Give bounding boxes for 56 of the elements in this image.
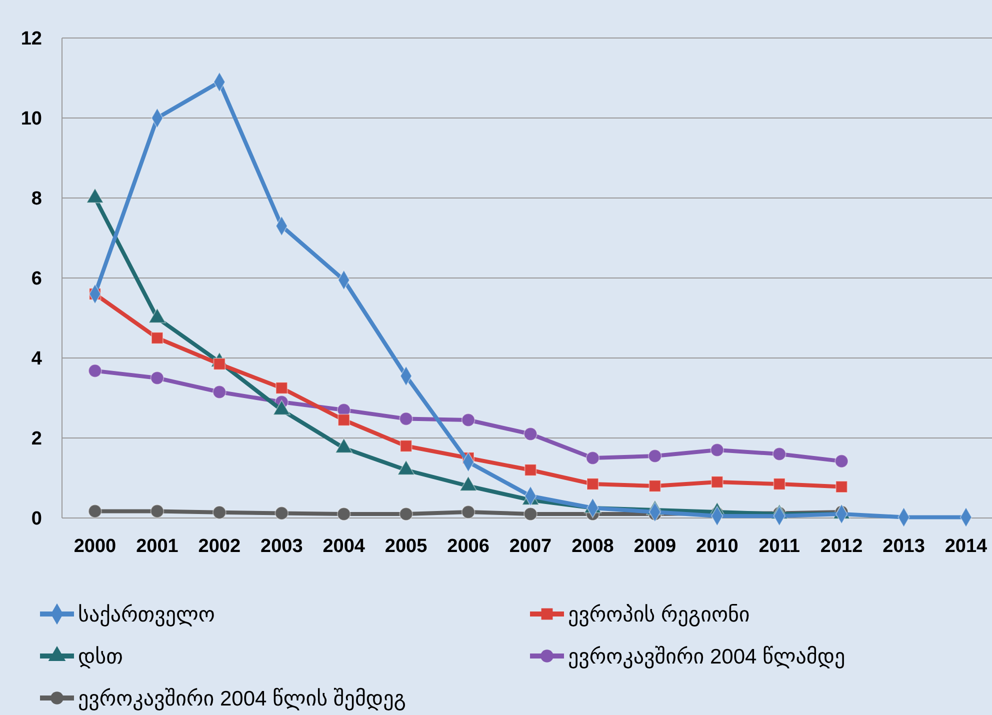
x-tick-label: 2011 <box>758 536 800 557</box>
point <box>88 364 102 378</box>
point <box>336 507 351 521</box>
point <box>648 480 662 492</box>
legend-label: საქართველო <box>78 603 215 626</box>
legend-label: ევროკავშირი 2004 წლამდე <box>568 645 846 668</box>
x-tick-label: 2001 <box>136 536 179 557</box>
x-tick-label: 2013 <box>882 536 925 557</box>
point <box>461 413 476 427</box>
y-tick-label: 8 <box>31 188 42 210</box>
point <box>773 478 786 490</box>
x-tick-label: 2012 <box>820 536 863 557</box>
point <box>835 480 848 493</box>
legend-label: ევროპის რეგიონი <box>568 603 750 626</box>
x-tick-label: 2008 <box>572 536 614 557</box>
x-tick-label: 2007 <box>509 536 552 557</box>
point <box>834 454 849 468</box>
x-tick-label: 2014 <box>944 536 988 557</box>
x-tick-label: 2010 <box>696 536 738 557</box>
x-tick-label: 2000 <box>74 536 116 557</box>
point <box>524 427 538 441</box>
point <box>150 504 164 518</box>
x-tick-label: 2004 <box>322 536 366 557</box>
point <box>274 506 289 520</box>
y-tick-label: 10 <box>20 108 42 130</box>
point <box>710 443 724 457</box>
point <box>151 332 164 344</box>
x-tick-label: 2005 <box>384 536 428 557</box>
point <box>710 476 724 488</box>
x-tick-label: 2003 <box>260 536 303 557</box>
y-tick-label: 12 <box>20 28 42 50</box>
point <box>399 412 414 426</box>
point <box>586 451 600 465</box>
x-tick-label: 2006 <box>447 536 490 557</box>
y-tick-label: 6 <box>31 268 42 290</box>
point <box>524 464 537 476</box>
y-tick-label: 2 <box>31 428 42 450</box>
point <box>461 505 476 519</box>
y-tick-label: 0 <box>31 508 42 530</box>
point <box>772 447 786 461</box>
point <box>212 505 226 520</box>
point <box>338 414 350 426</box>
point <box>400 440 412 452</box>
legend-label: დსთ <box>78 645 123 668</box>
point <box>275 382 288 394</box>
point <box>524 507 538 521</box>
y-tick-label: 4 <box>31 348 42 370</box>
point <box>212 385 226 399</box>
point <box>648 449 662 463</box>
point <box>88 504 102 518</box>
legend-label: ევროკავშირი 2004 წლის შემდეგ <box>78 687 406 710</box>
point <box>399 507 414 521</box>
point <box>586 478 599 490</box>
point <box>150 371 164 385</box>
x-tick-label: 2009 <box>634 536 676 557</box>
x-tick-label: 2002 <box>198 536 241 557</box>
